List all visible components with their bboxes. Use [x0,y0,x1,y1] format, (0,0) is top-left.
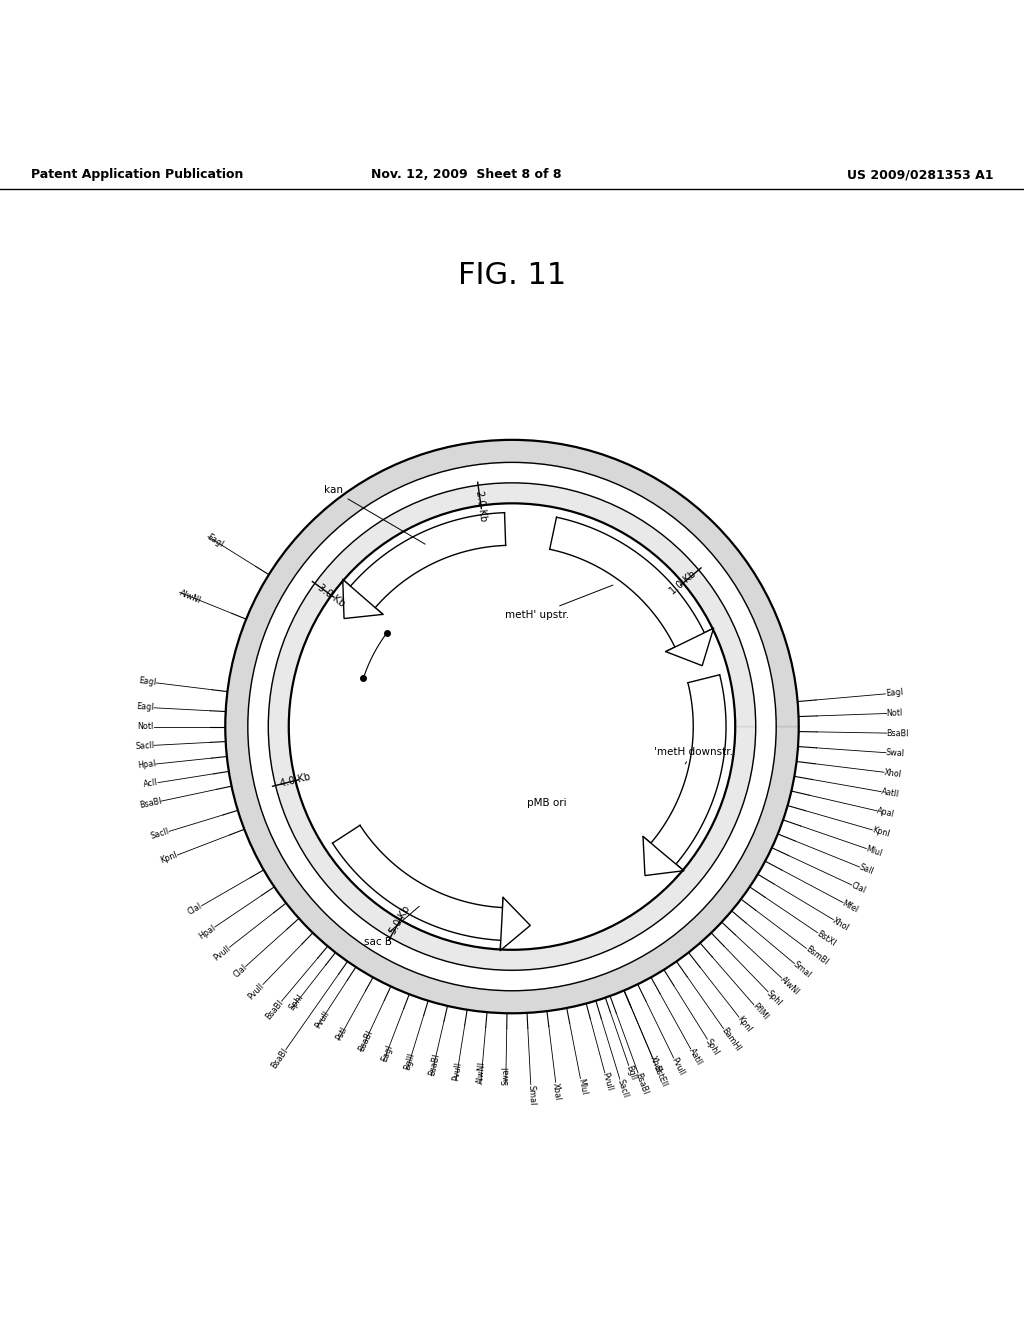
Text: sac B: sac B [365,907,419,946]
Text: ClaI: ClaI [186,902,204,917]
Text: XbaI: XbaI [551,1082,562,1101]
Text: SphI: SphI [765,989,783,1007]
Text: HpaI: HpaI [137,759,156,771]
Text: SwaI: SwaI [501,1067,511,1085]
Text: BgIII: BgIII [402,1051,417,1071]
Text: BsaBI: BsaBI [269,1047,290,1071]
Text: Patent Application Publication: Patent Application Publication [31,168,243,181]
Text: KpnI: KpnI [871,825,890,840]
Text: PvuII: PvuII [452,1061,463,1081]
Text: SacII: SacII [150,828,171,841]
Text: BsaBI: BsaBI [264,998,285,1022]
Text: KpnI: KpnI [735,1014,754,1034]
Text: EagI: EagI [885,688,903,698]
Text: PstI: PstI [334,1026,349,1043]
Polygon shape [225,440,799,1014]
Text: Nov. 12, 2009  Sheet 8 of 8: Nov. 12, 2009 Sheet 8 of 8 [371,168,561,181]
Text: AatII: AatII [687,1047,703,1067]
Text: BamHI: BamHI [720,1026,742,1053]
Text: BsmBI: BsmBI [804,945,829,968]
Text: EagI: EagI [206,533,225,549]
Text: ApaI: ApaI [877,807,896,820]
Text: PvuII: PvuII [247,981,266,1001]
Text: NotI: NotI [137,722,154,731]
Text: US 2009/0281353 A1: US 2009/0281353 A1 [847,168,993,181]
Text: kan: kan [324,486,425,544]
Text: 'metH downstr.: 'metH downstr. [654,747,733,764]
Text: SalI: SalI [858,863,874,876]
Text: FIG. 11: FIG. 11 [458,261,566,290]
Text: NotI: NotI [887,709,903,718]
Text: BsaBI: BsaBI [634,1072,650,1096]
Text: SacII: SacII [615,1077,630,1098]
Text: MluI: MluI [575,1077,588,1096]
Text: KpnI: KpnI [160,851,179,866]
Text: 5.0 Kb: 5.0 Kb [388,904,413,936]
Text: SacII: SacII [135,741,155,751]
Text: PvuII: PvuII [600,1072,614,1092]
Text: MluI: MluI [865,845,884,858]
Text: AlwNI: AlwNI [476,1061,487,1084]
Text: SphI: SphI [703,1036,721,1056]
Text: 4.0 Kb: 4.0 Kb [280,772,311,789]
Text: XhoI: XhoI [830,916,851,933]
Text: ClaI: ClaI [850,880,867,895]
Text: EagI: EagI [136,702,155,713]
Polygon shape [643,837,684,875]
Text: EagI: EagI [379,1043,394,1063]
Text: EagI: EagI [138,676,157,688]
Text: PvuII: PvuII [313,1008,331,1030]
Text: SmaI: SmaI [792,960,813,979]
Text: XhoI: XhoI [884,768,902,779]
Text: PvuII: PvuII [212,944,232,962]
Polygon shape [268,483,756,970]
Text: metH' upstr.: metH' upstr. [505,585,613,619]
Text: ClaI: ClaI [231,964,249,979]
Text: pMB ori: pMB ori [527,799,567,808]
Polygon shape [666,628,714,665]
Text: SwaI: SwaI [886,748,905,759]
Text: SmaI: SmaI [526,1084,537,1105]
Text: BsaBI: BsaBI [427,1053,440,1077]
Polygon shape [501,898,530,950]
Text: AlwNI: AlwNI [778,974,801,997]
Polygon shape [343,579,383,619]
Text: BsaBI: BsaBI [887,729,909,738]
Text: 2.0 Kb: 2.0 Kb [474,490,488,521]
Text: 3.0 Kb: 3.0 Kb [316,582,347,609]
Text: PflMI: PflMI [751,1002,770,1022]
Text: AlwNI: AlwNI [178,589,202,605]
Text: BsaBI: BsaBI [138,797,163,810]
Text: BsaBI: BsaBI [356,1030,374,1053]
Text: XhoI: XhoI [648,1055,664,1074]
Text: BstXI: BstXI [815,929,838,948]
Text: PvuII: PvuII [670,1056,686,1077]
Text: AatII: AatII [881,787,900,799]
Text: BgII: BgII [625,1064,638,1081]
Text: AcII: AcII [143,779,159,789]
Text: MfeI: MfeI [841,899,860,915]
Text: HpaI: HpaI [198,923,217,941]
Text: BstEII: BstEII [652,1064,669,1088]
Text: SphI: SphI [288,993,306,1011]
Text: 1.0 Kb: 1.0 Kb [668,569,698,597]
